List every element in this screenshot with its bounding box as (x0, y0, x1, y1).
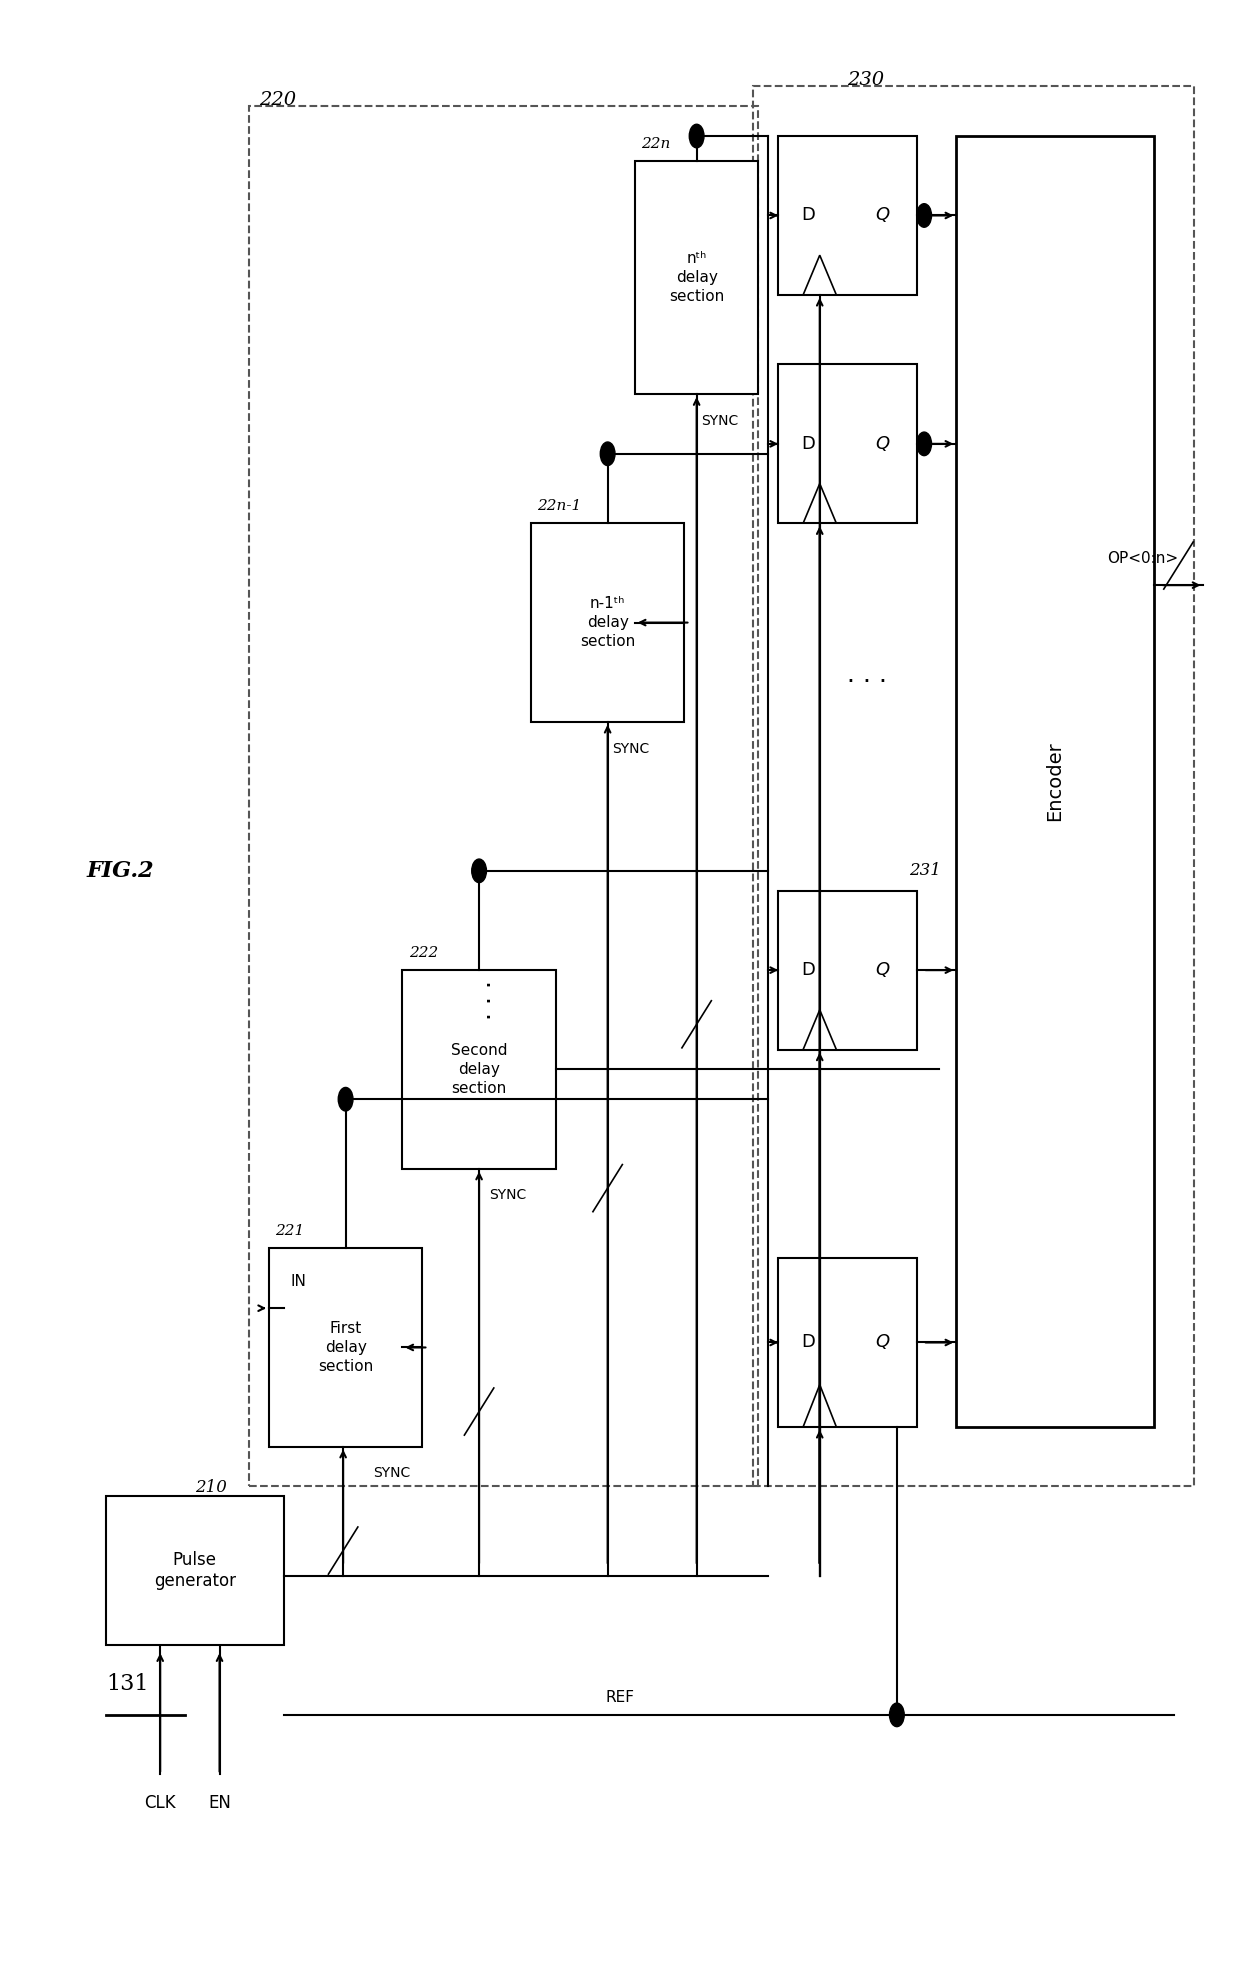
FancyBboxPatch shape (779, 892, 916, 1050)
Text: 131: 131 (105, 1673, 149, 1694)
Text: 22n-1: 22n-1 (537, 500, 582, 514)
Text: Encoder: Encoder (1045, 741, 1065, 820)
Circle shape (689, 125, 704, 148)
Text: SYNC: SYNC (613, 741, 650, 755)
FancyBboxPatch shape (269, 1247, 423, 1447)
FancyBboxPatch shape (779, 136, 916, 295)
Text: EN: EN (208, 1795, 231, 1813)
Text: IN: IN (290, 1273, 306, 1289)
Text: Q: Q (875, 1334, 889, 1352)
Text: Second
delay
section: Second delay section (451, 1044, 507, 1095)
FancyBboxPatch shape (956, 136, 1154, 1427)
Text: Q: Q (875, 435, 889, 453)
Text: D: D (802, 435, 816, 453)
Text: D: D (802, 206, 816, 225)
FancyBboxPatch shape (531, 524, 684, 722)
Text: 222: 222 (409, 947, 438, 961)
Text: · · ·: · · · (847, 670, 887, 694)
FancyBboxPatch shape (403, 971, 556, 1168)
Text: Q: Q (875, 961, 889, 979)
Text: SYNC: SYNC (373, 1467, 410, 1481)
Circle shape (916, 204, 931, 227)
Text: SYNC: SYNC (702, 413, 739, 427)
Text: OP<0:n>: OP<0:n> (1107, 550, 1179, 565)
Text: 22n: 22n (641, 136, 671, 150)
Circle shape (916, 433, 931, 455)
Text: CLK: CLK (144, 1795, 176, 1813)
Text: · · ·: · · · (479, 981, 503, 1020)
Text: 220: 220 (259, 91, 296, 109)
Text: SYNC: SYNC (489, 1188, 526, 1202)
Text: n-1ᵗʰ
delay
section: n-1ᵗʰ delay section (580, 597, 635, 648)
FancyBboxPatch shape (779, 1257, 916, 1427)
FancyBboxPatch shape (635, 160, 759, 393)
Text: Q: Q (875, 206, 889, 225)
FancyBboxPatch shape (105, 1497, 284, 1645)
Circle shape (600, 443, 615, 465)
Text: 210: 210 (195, 1479, 227, 1497)
Circle shape (471, 860, 486, 882)
Text: REF: REF (605, 1690, 635, 1704)
Text: D: D (802, 1334, 816, 1352)
Circle shape (339, 1087, 353, 1111)
Text: D: D (802, 961, 816, 979)
Text: 231: 231 (909, 862, 941, 880)
Text: 221: 221 (275, 1224, 304, 1238)
Circle shape (889, 1702, 904, 1726)
Text: First
delay
section: First delay section (317, 1321, 373, 1374)
Text: FIG.2: FIG.2 (86, 860, 154, 882)
Text: nᵗʰ
delay
section: nᵗʰ delay section (670, 251, 724, 304)
FancyBboxPatch shape (779, 364, 916, 524)
Text: Pulse
generator: Pulse generator (154, 1552, 236, 1590)
Text: 230: 230 (847, 71, 884, 89)
